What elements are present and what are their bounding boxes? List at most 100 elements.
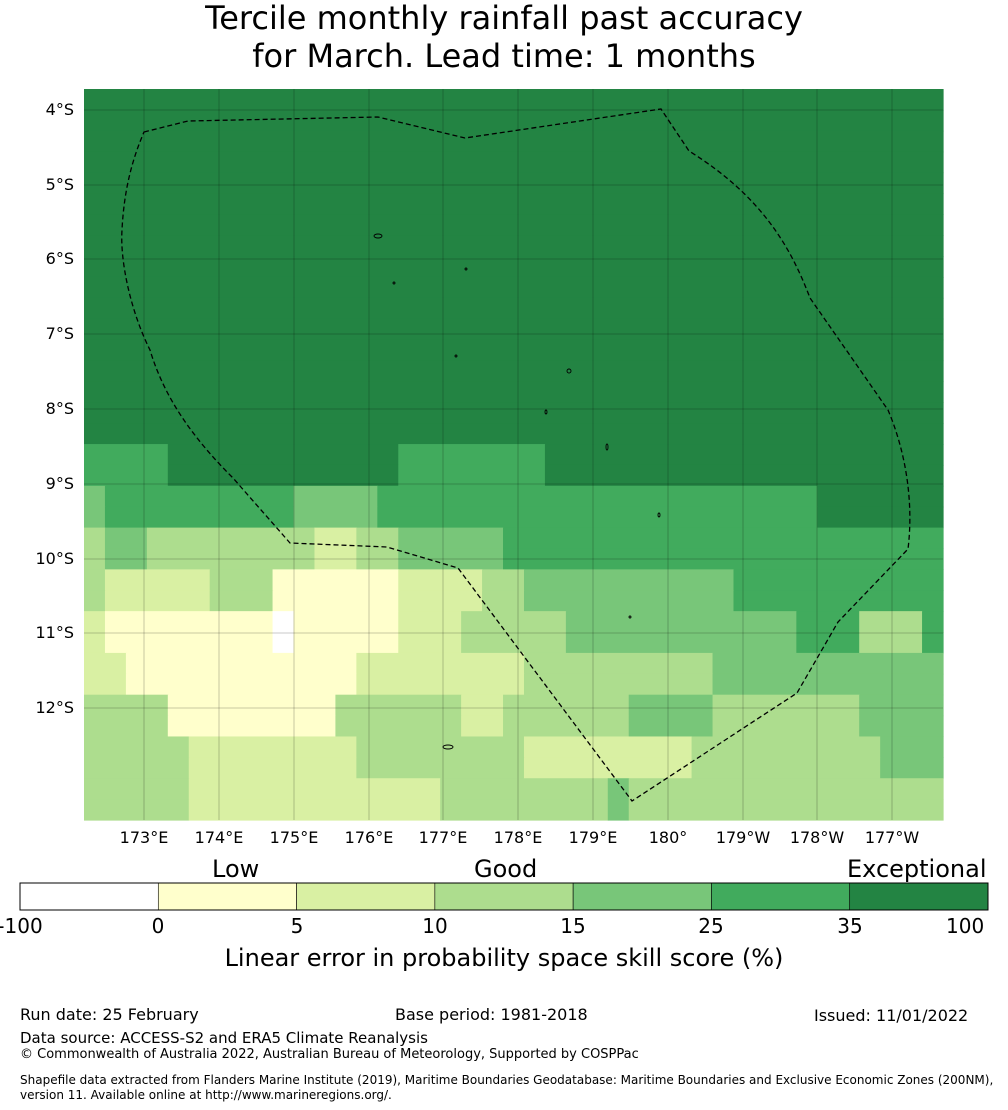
- colorbar-swatch: [849, 882, 989, 911]
- eez-boundary: [121, 108, 911, 802]
- grid-cell: [691, 757, 881, 779]
- grid-cell: [398, 632, 462, 654]
- grid-cell: [356, 673, 525, 696]
- grid-cell: [209, 590, 274, 612]
- grid-cell: [84, 527, 106, 550]
- colorbar-swatch: [572, 882, 712, 911]
- grid-cell: [356, 757, 525, 779]
- grid-cell: [356, 652, 525, 675]
- grid-cell: [293, 485, 378, 508]
- grid-cell: [628, 778, 944, 800]
- grid-cell: [104, 506, 295, 529]
- grid-cell: [523, 736, 693, 758]
- grid-cell: [104, 485, 295, 508]
- grid-cell: [84, 381, 944, 403]
- grid-cell: [293, 611, 399, 633]
- grid-cell: [84, 548, 106, 570]
- grid-cell: [712, 694, 860, 717]
- grid-cell: [503, 694, 630, 717]
- grid-cell: [733, 590, 944, 612]
- grid-cell: [335, 694, 462, 717]
- grid-cell: [398, 527, 504, 550]
- grid-cell: [84, 611, 106, 633]
- colorbar-swatch: [19, 882, 159, 911]
- colorbar-tick: 0: [151, 914, 165, 938]
- lat-label: 11°S: [35, 623, 74, 642]
- grid-cell: [84, 757, 190, 779]
- grid-cell: [523, 652, 714, 675]
- grid-cell: [314, 527, 357, 550]
- grid-cell: [922, 632, 944, 654]
- grid-cell: [796, 611, 860, 633]
- grid-cell: [84, 235, 944, 257]
- colorbar-swatch: [711, 882, 851, 911]
- colorbar-tick: 35: [837, 914, 863, 938]
- island: [628, 615, 632, 619]
- colorbar-tick: 25: [698, 914, 724, 938]
- grid-cell: [84, 151, 944, 174]
- grid-cell: [440, 799, 609, 821]
- grid-cell: [84, 256, 944, 278]
- grid-cell: [84, 172, 944, 195]
- grid-cell: [104, 611, 274, 633]
- grid-cell: [84, 799, 190, 821]
- grid-cell: [104, 527, 148, 550]
- island: [544, 409, 548, 415]
- grid-cell: [167, 444, 399, 466]
- grid-cell: [461, 715, 504, 738]
- grid-cell: [84, 360, 944, 382]
- grid-cell: [84, 464, 169, 487]
- grid-cell: [859, 694, 944, 717]
- grid-cell: [565, 632, 797, 654]
- grid-cell: [398, 548, 504, 570]
- island: [566, 368, 572, 374]
- grid-cell: [188, 736, 357, 758]
- chart-title: Tercile monthly rainfall past accuracy f…: [0, 0, 1008, 75]
- grid-cell: [817, 506, 944, 529]
- grid-cell: [880, 757, 944, 779]
- colorbar-tick: 15: [560, 914, 586, 938]
- grid-cell: [440, 778, 609, 800]
- grid-cell: [84, 485, 106, 508]
- lon-label: 178°E: [493, 828, 543, 847]
- grid-cell: [461, 611, 567, 633]
- grid-cell: [272, 632, 295, 654]
- colorbar-tick: -100: [0, 914, 43, 938]
- lon-label: 179°E: [568, 828, 618, 847]
- grid-cell: [377, 506, 818, 529]
- grid-cell: [733, 569, 944, 591]
- colorbar-swatch: [157, 882, 297, 911]
- grid-cell: [356, 548, 399, 570]
- grid-cell: [377, 485, 818, 508]
- grid-cell: [398, 590, 483, 612]
- grid-cell: [565, 611, 797, 633]
- grid-cell: [523, 590, 735, 612]
- grid-cell: [84, 423, 944, 445]
- grid-cell: [209, 569, 274, 591]
- grid-cell: [125, 652, 357, 675]
- island: [605, 443, 609, 451]
- grid-cell: [628, 715, 714, 738]
- grid-cell: [84, 193, 944, 215]
- lon-label: 177°W: [864, 828, 920, 847]
- grid-cell: [84, 694, 169, 717]
- grid-cell: [398, 444, 546, 466]
- lon-label: 174°E: [194, 828, 244, 847]
- grid-cell: [503, 548, 944, 570]
- colorbar-swatch: [434, 882, 574, 911]
- base-period: Base period: 1981-2018: [395, 1005, 588, 1024]
- grid-cell: [84, 318, 944, 341]
- grid-cell: [272, 611, 295, 633]
- grid-cell: [398, 464, 546, 487]
- skill-grid: [84, 89, 944, 821]
- lon-label: 180°: [648, 828, 688, 847]
- colorbar-swatch: [296, 882, 436, 911]
- grid-cell: [356, 736, 525, 758]
- island: [392, 281, 396, 285]
- data-source: Data source: ACCESS-S2 and ERA5 Climate …: [20, 1029, 428, 1047]
- grid-cell: [84, 214, 944, 236]
- colorbar-tick: 100: [946, 914, 985, 938]
- grid-cell: [628, 799, 944, 821]
- grid-cell: [188, 799, 441, 821]
